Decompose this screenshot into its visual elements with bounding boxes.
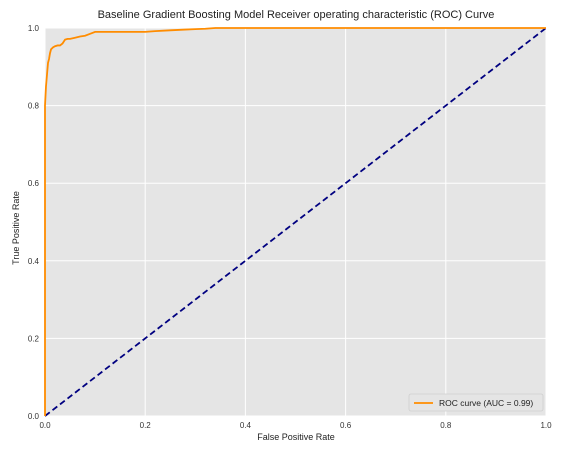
grid-lines — [44, 27, 547, 417]
x-tick-label: 1.0 — [540, 421, 552, 430]
y-tick-label: 0.4 — [28, 257, 40, 266]
x-tick-label: 0.0 — [39, 421, 51, 430]
x-tick-label: 0.8 — [440, 421, 452, 430]
x-tick-label: 0.4 — [240, 421, 252, 430]
y-tick-label: 0.6 — [28, 179, 40, 188]
y-tick-label: 1.0 — [28, 24, 40, 33]
x-axis-label: False Positive Rate — [257, 432, 335, 442]
legend: ROC curve (AUC = 0.99) — [408, 393, 544, 412]
x-tick-label: 0.2 — [140, 421, 152, 430]
y-tick-label: 0.2 — [28, 334, 40, 343]
y-axis-ticks: 0.0 0.2 0.4 0.6 0.8 1.0 — [28, 24, 40, 421]
diagonal-reference-line — [44, 27, 547, 417]
legend-label-roc: ROC curve (AUC = 0.99) — [439, 398, 533, 408]
x-tick-label: 0.6 — [340, 421, 352, 430]
chart-title: Baseline Gradient Boosting Model Receive… — [98, 9, 495, 21]
roc-curve-line — [44, 27, 546, 416]
y-axis-label: True Positive Rate — [11, 191, 21, 265]
y-tick-label: 0.8 — [28, 102, 40, 111]
x-axis-ticks: 0.0 0.2 0.4 0.6 0.8 1.0 — [39, 421, 552, 430]
y-tick-label: 0.0 — [28, 412, 40, 421]
legend-box — [408, 393, 544, 412]
